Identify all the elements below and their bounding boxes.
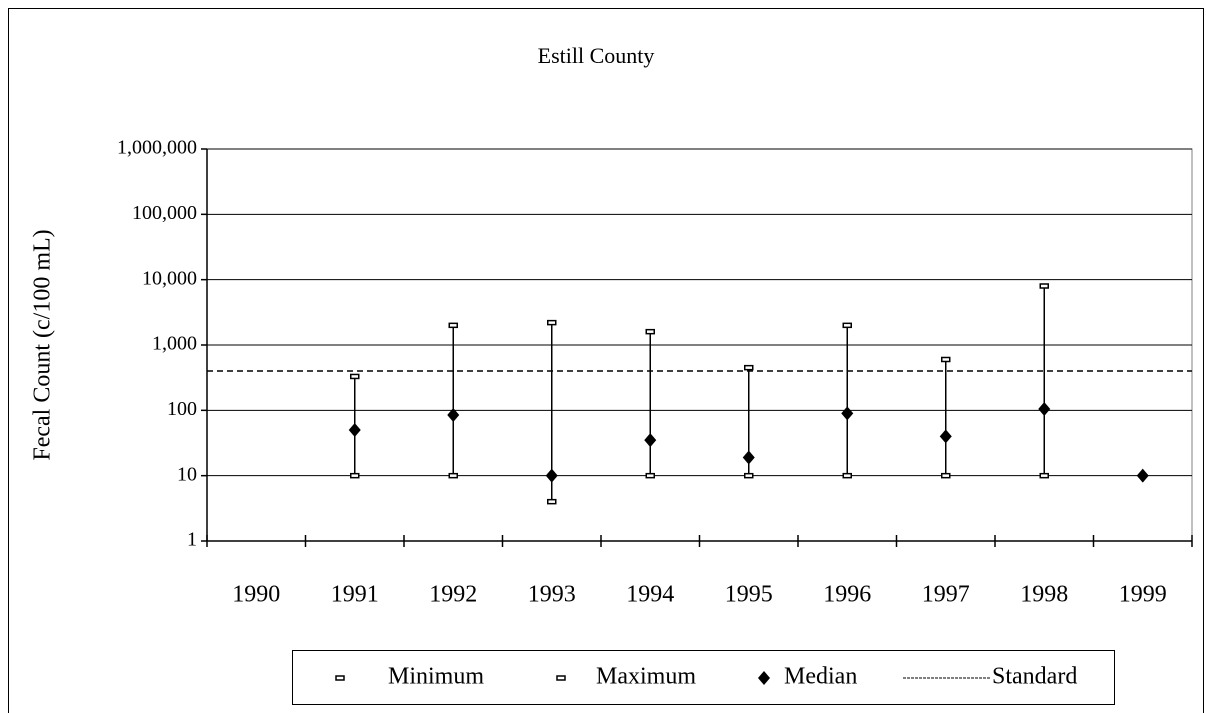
maximum-marker	[547, 319, 557, 326]
chart-border	[8, 8, 1204, 713]
maximum-marker	[1039, 283, 1049, 289]
minimum-marker	[448, 472, 458, 479]
legend-label: Median	[784, 664, 857, 690]
median-marker	[348, 423, 361, 438]
maximum-marker	[744, 364, 754, 371]
minimum-marker	[1039, 472, 1049, 479]
x-tick-label: 1991	[331, 582, 379, 608]
x-tick-label: 1997	[922, 582, 970, 608]
median-marker	[1038, 401, 1051, 416]
y-tick-label: 1,000,000	[117, 137, 197, 159]
maximum-marker	[842, 322, 852, 329]
y-tick-label: 1,000	[152, 333, 197, 355]
minimum-marker	[645, 472, 655, 479]
minimum-marker	[350, 472, 360, 479]
median-marker	[447, 407, 460, 422]
legend-label: Minimum	[388, 664, 484, 690]
maximum-marker	[645, 328, 655, 335]
y-tick-label: 10,000	[142, 267, 197, 289]
median-marker	[545, 468, 558, 483]
y-axis-label: Fecal Count (c/100 mL)	[30, 229, 56, 460]
x-tick-label: 1990	[232, 582, 280, 608]
legend-box	[292, 650, 1115, 705]
maximum-marker	[350, 373, 360, 380]
legend-label: Standard	[992, 664, 1077, 690]
legend-swatch	[556, 675, 566, 681]
y-tick-label: 100,000	[132, 202, 197, 224]
y-tick-label: 100	[167, 398, 197, 420]
median-marker	[939, 429, 952, 444]
maximum-marker	[448, 322, 458, 329]
minimum-marker	[941, 472, 951, 479]
x-tick-label: 1993	[528, 582, 576, 608]
legend-swatch	[335, 675, 345, 681]
minimum-marker	[547, 498, 557, 505]
legend-swatch	[758, 671, 770, 685]
minimum-marker	[842, 472, 852, 479]
x-tick-label: 1999	[1119, 582, 1167, 608]
legend-label: Maximum	[596, 664, 696, 690]
y-tick-label: 10	[177, 463, 197, 485]
x-tick-label: 1996	[823, 582, 871, 608]
median-marker	[841, 406, 854, 421]
y-tick-label: 1	[187, 529, 197, 551]
maximum-marker	[941, 356, 951, 363]
median-marker	[742, 450, 755, 465]
x-tick-label: 1995	[725, 582, 773, 608]
median-marker	[1136, 468, 1149, 483]
x-tick-label: 1998	[1020, 582, 1068, 608]
minimum-marker	[744, 472, 754, 479]
chart-title: Estill County	[538, 43, 655, 68]
x-tick-label: 1992	[429, 582, 477, 608]
median-marker	[644, 433, 657, 448]
x-tick-label: 1994	[626, 582, 674, 608]
